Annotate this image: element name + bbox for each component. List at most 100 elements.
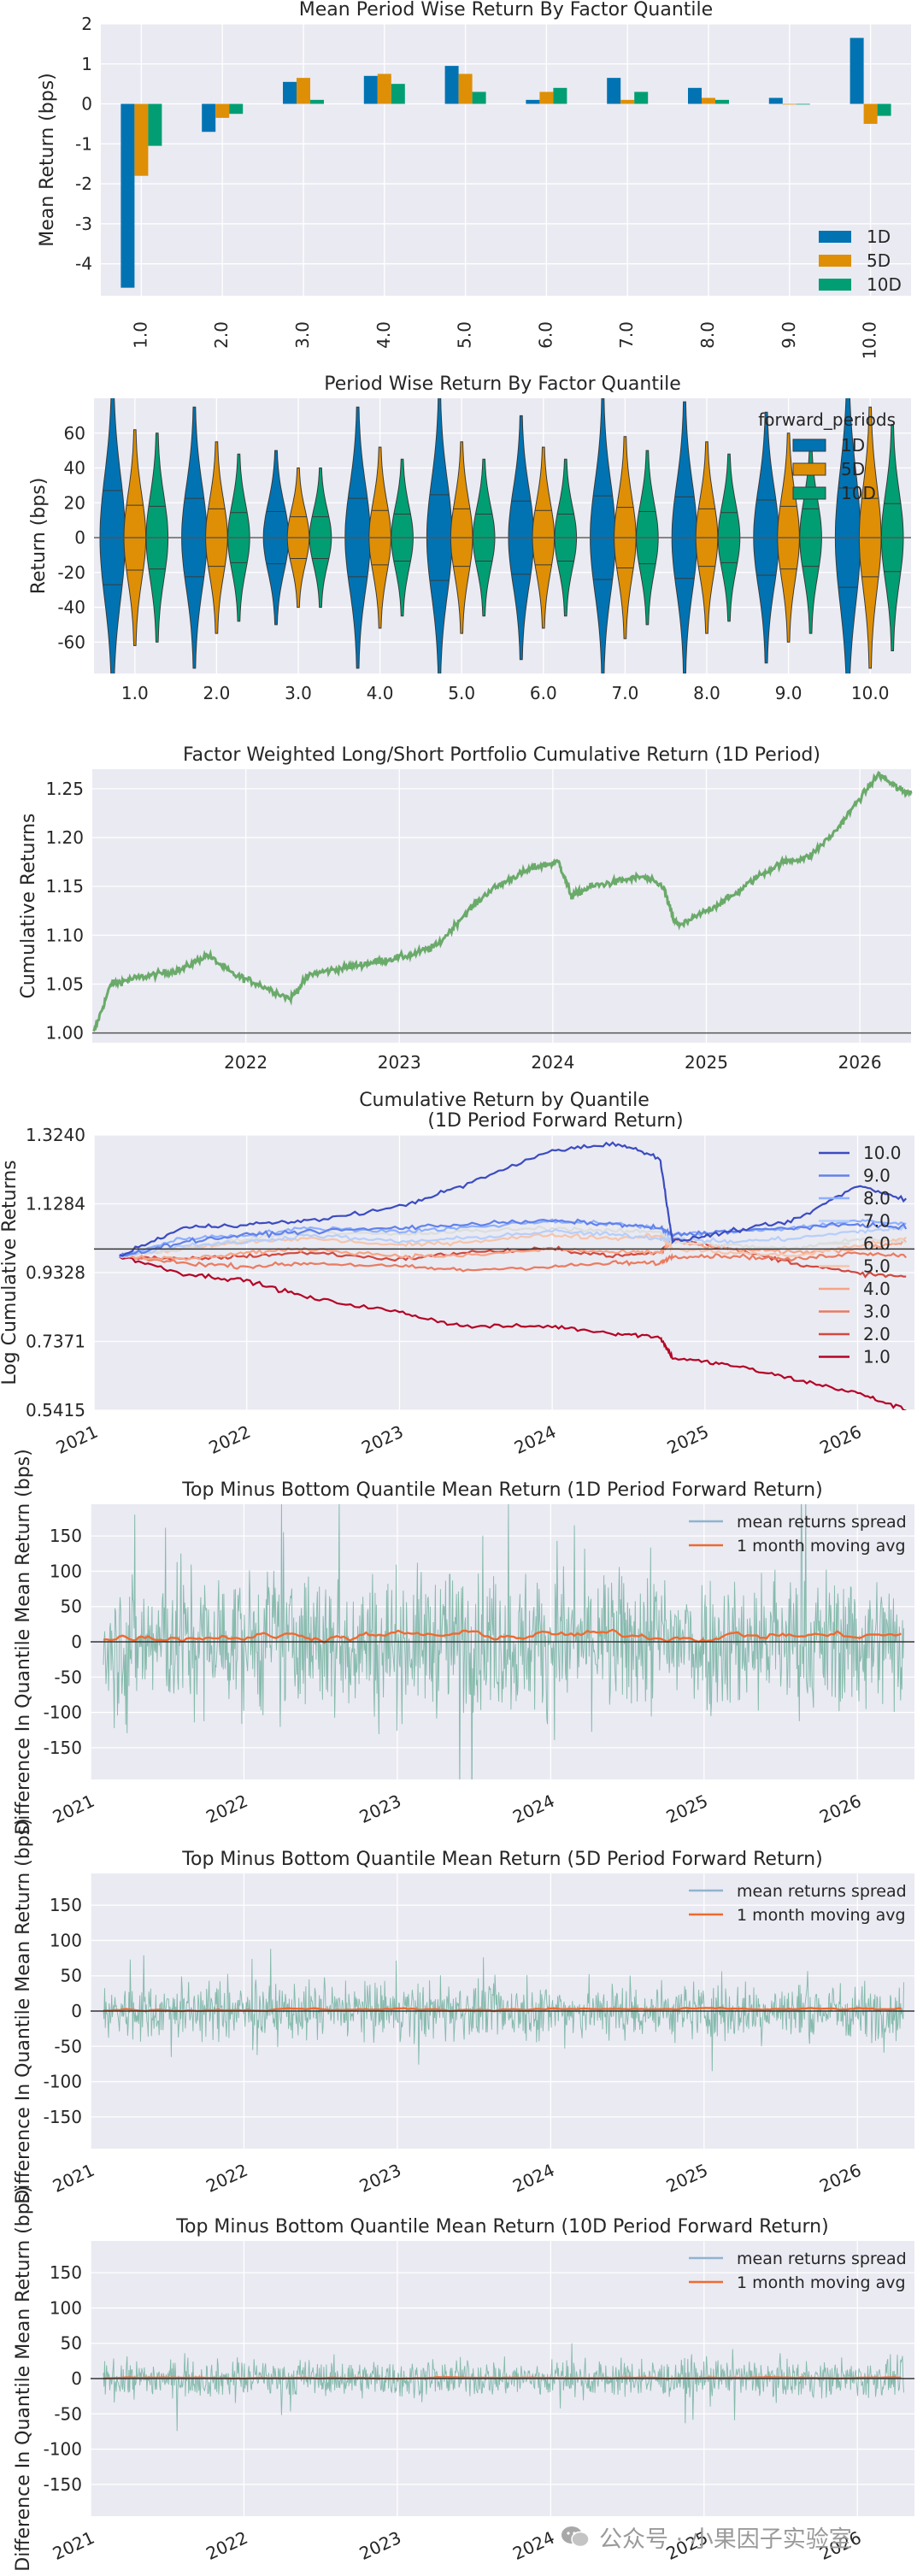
- bar-10D-10.0: [877, 103, 891, 116]
- y-tick-label: -1: [75, 133, 92, 154]
- quantile-line-7.0: [119, 1225, 907, 1259]
- y-tick-label: -50: [54, 1667, 82, 1687]
- y-tick-label: 1.05: [45, 973, 84, 994]
- watermark-text: 公众号 · 小果因子实验室: [599, 2526, 852, 2553]
- y-tick-label: 1: [81, 54, 92, 74]
- plot-area: [101, 24, 911, 296]
- legend-label: 1D: [867, 226, 891, 247]
- chart-violin: 60 40 20 0 -20 -40 -60 Period Wise Return By Fa…: [28, 373, 911, 703]
- bar-10D-8.0: [715, 99, 729, 104]
- x-tick-label: 2023: [356, 2527, 404, 2564]
- y-tick-label: 0: [71, 2001, 82, 2021]
- chart-title: Top Minus Bottom Quantile Mean Return (1…: [181, 1479, 822, 1501]
- x-tick-label: 2024: [509, 2160, 557, 2197]
- y-tick-label: -100: [44, 2439, 82, 2460]
- x-tick-label: 9.0: [779, 321, 799, 349]
- x-tick-label: 2025: [663, 1791, 711, 1827]
- x-tick-label: 2023: [356, 1791, 404, 1827]
- y-axis-label: Difference In Quantile Mean Return (bps): [13, 2185, 34, 2571]
- legend: 10.0 9.08.07.06.05.04.0 3.02.0 1.0: [819, 1143, 902, 1367]
- series-line-moving-avg: [103, 1628, 902, 1644]
- y-tick-label: 1.15: [45, 876, 84, 897]
- legend-label: 5D: [841, 459, 865, 479]
- quantile-line-5.0: [119, 1232, 907, 1259]
- x-tick-label: 2022: [203, 2527, 250, 2564]
- bar-1D-6.0: [526, 99, 540, 104]
- x-tick-label: 9.0: [775, 683, 802, 703]
- x-tick-label: 2022: [224, 1052, 267, 1073]
- x-tick-label: 5.0: [455, 321, 475, 349]
- bar-1D-3.0: [283, 81, 297, 104]
- x-tick-label: 2021: [53, 1421, 101, 1458]
- chart-title: Top Minus Bottom Quantile Mean Return (5…: [181, 1849, 822, 1870]
- series-fill-mean-returns-spread: [103, 1949, 904, 2072]
- x-tick-label: 6.0: [535, 321, 556, 349]
- bar-10D-4.0: [391, 84, 405, 104]
- bar-1D-1.0: [121, 103, 135, 288]
- y-axis-label: Mean Return (bps): [37, 73, 58, 247]
- legend-label: 1 month moving avg: [737, 1537, 906, 1556]
- x-tick-label: 8.0: [697, 321, 718, 349]
- legend: mean returns spread 1 month moving avg: [689, 1882, 907, 1925]
- x-tick-label: 2023: [378, 1052, 421, 1073]
- x-tick-label: 2026: [816, 1421, 864, 1458]
- y-tick-label: 1.00: [45, 1023, 84, 1044]
- legend-label: 9.0: [863, 1166, 891, 1186]
- chart-long_short: 1.25 1.20 1.15 1.10 1.05 1.00 Factor Weighted …: [18, 744, 913, 1073]
- violin-1D-7.0: [590, 398, 616, 673]
- series-fill-mean-returns-spread: [103, 1504, 904, 1779]
- bar-10D-6.0: [553, 87, 567, 104]
- violin-1D-1.0: [99, 398, 126, 673]
- y-tick-label: 2: [81, 14, 92, 34]
- x-tick-label: 2024: [509, 2527, 557, 2564]
- legend-title: forward_periods: [758, 409, 896, 430]
- legend-swatch: [792, 462, 826, 476]
- x-tick-label: 4.0: [373, 321, 394, 349]
- chart-title: Mean Period Wise Return By Factor Quanti…: [299, 0, 713, 21]
- y-tick-label: 0: [71, 1632, 82, 1652]
- y-tick-label: -3: [75, 214, 92, 234]
- chart-title: Cumulative Return by Quantile: [359, 1090, 650, 1111]
- bar-1D-8.0: [688, 87, 702, 104]
- x-tick-label: 7.0: [616, 321, 637, 349]
- x-tick-label: 2023: [358, 1421, 406, 1458]
- y-tick-label: 100: [50, 1561, 82, 1581]
- legend-label: 1 month moving avg: [737, 2273, 906, 2292]
- y-tick-label: 0: [81, 94, 92, 115]
- y-tick-label: -40: [57, 597, 85, 618]
- y-tick-label: -2: [75, 173, 92, 194]
- x-tick-label: 1.0: [130, 321, 150, 349]
- y-tick-label: 0: [71, 2368, 82, 2389]
- x-tick-label: 10.0: [860, 321, 880, 360]
- x-tick-label: 5.0: [448, 683, 475, 703]
- y-tick-label: 50: [61, 2333, 82, 2354]
- bar-1D-10.0: [850, 38, 864, 104]
- chart-spread_5d: 150 100 50 0 -50 -100 -150 Top Minus Bottom Qua…: [13, 1818, 914, 2204]
- legend-label: mean returns spread: [737, 2250, 907, 2268]
- bar-1D-7.0: [607, 78, 621, 104]
- legend-label: 3.0: [863, 1302, 891, 1322]
- bar-5D-8.0: [702, 97, 715, 104]
- x-tick-label: 2021: [50, 2160, 97, 2197]
- x-tick-label: 2.0: [203, 683, 230, 703]
- bar-5D-10.0: [863, 103, 878, 124]
- bar-5D-5.0: [458, 74, 473, 104]
- legend-label: 10D: [867, 274, 902, 295]
- x-tick-label: 2024: [509, 1791, 557, 1827]
- y-tick-label: -20: [57, 562, 85, 583]
- x-tick-label: 2.0: [211, 321, 232, 349]
- bar-5D-1.0: [134, 103, 149, 176]
- y-axis-label: Cumulative Returns: [18, 813, 39, 998]
- series-line-long-short: [92, 770, 913, 1032]
- legend: mean returns spread 1 month moving avg: [689, 2250, 907, 2292]
- y-tick-label: -4: [75, 254, 92, 274]
- legend-label: 10.0: [863, 1143, 902, 1163]
- y-axis-label: Difference In Quantile Mean Return (bps): [13, 1818, 34, 2203]
- x-tick-label: 2026: [816, 2160, 864, 2197]
- bar-5D-9.0: [782, 103, 797, 105]
- x-tick-label: 6.0: [530, 683, 557, 703]
- y-tick-label: -50: [54, 2036, 82, 2056]
- y-tick-label: -100: [44, 2072, 82, 2092]
- y-tick-label: 0.5415: [26, 1400, 85, 1420]
